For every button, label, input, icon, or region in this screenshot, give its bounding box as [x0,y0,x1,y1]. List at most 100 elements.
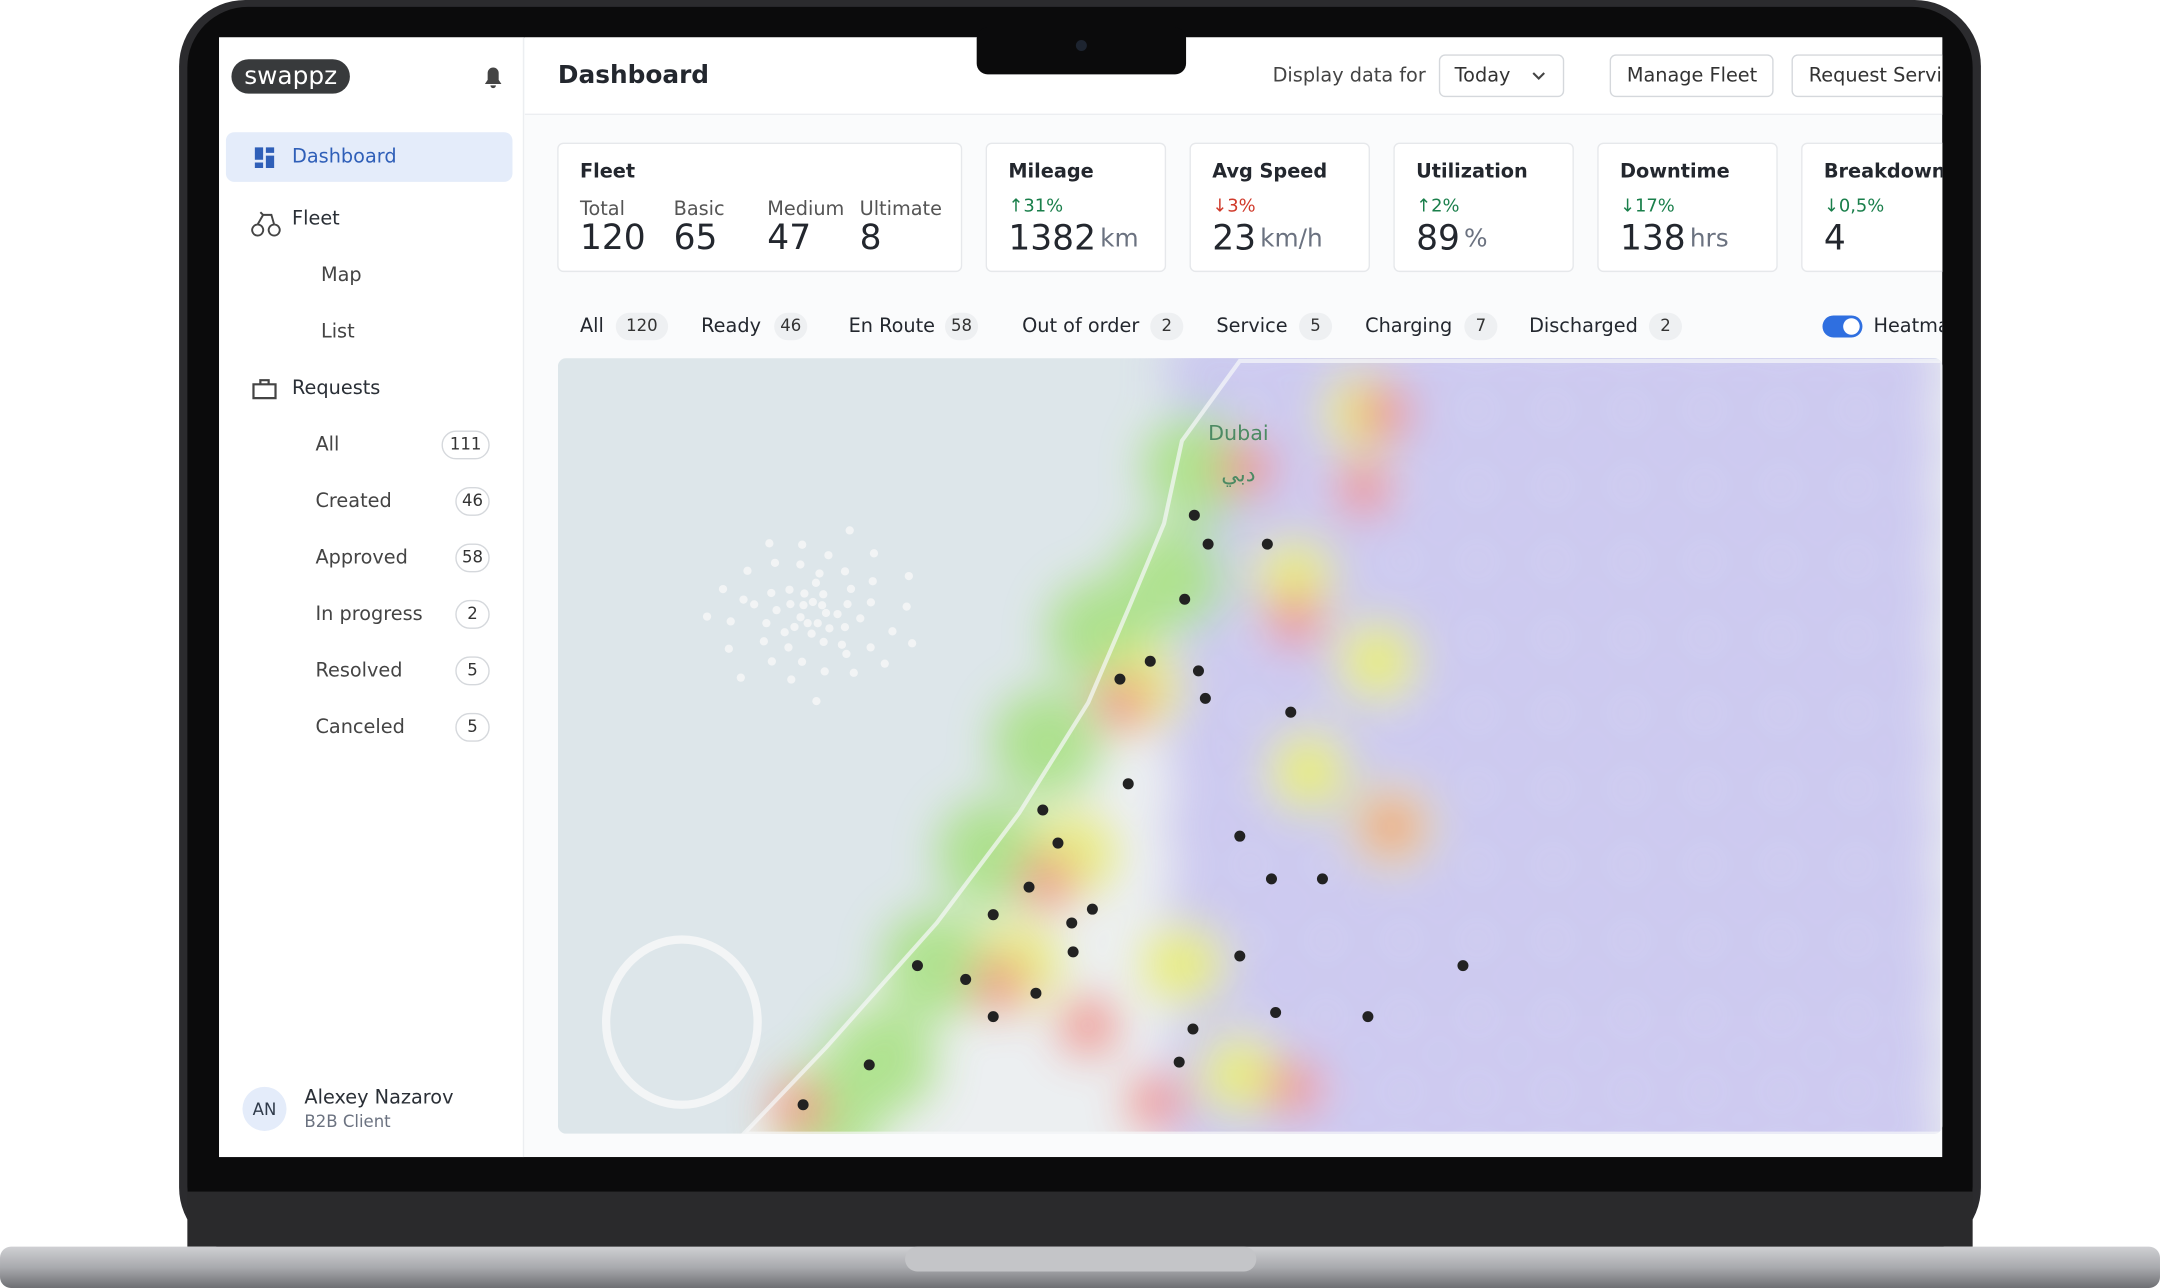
vehicle-marker[interactable] [1234,950,1246,962]
island [780,628,789,637]
nav-item[interactable]: Fleet [292,207,340,230]
filter-tab[interactable]: Out of order [1022,314,1139,337]
heat-blob [1468,628,1563,722]
heat-blob [1544,703,1638,798]
nav-active[interactable] [225,132,513,182]
filter-count: 7 [1476,316,1487,335]
value-unit: km/h [1260,224,1323,253]
period-select[interactable] [1438,54,1565,98]
nav-subitem[interactable]: List [321,319,355,342]
count-badge [455,543,490,573]
heat-blob [1771,931,1866,1025]
vehicle-marker[interactable] [987,909,999,921]
vehicle-marker[interactable] [1265,873,1277,885]
island [840,567,850,576]
value-number: 89 [1416,218,1460,258]
fleet-value: 65 [674,218,718,258]
island [790,622,799,632]
vehicle-marker[interactable] [987,1011,999,1023]
vehicle-marker[interactable] [1030,987,1042,999]
vehicle-marker[interactable] [863,1059,875,1071]
heat-blob [1253,537,1337,620]
fleet-value: 120 [580,218,646,258]
heat-blob [1356,385,1412,441]
header-button[interactable] [1791,54,1985,98]
vehicle-marker[interactable] [1052,837,1064,849]
stat-card [1393,142,1574,273]
nav-subitem[interactable]: Approved [315,545,407,568]
heat-blob [1392,703,1487,798]
vehicle-marker[interactable] [1173,1056,1185,1068]
filter-tab[interactable]: En Route [849,314,935,337]
vehicle-marker[interactable] [1144,655,1156,667]
heat-blob [1363,798,1419,855]
avatar-initials: AN [253,1100,277,1119]
nav-subitem[interactable]: Canceled [315,715,404,738]
island [815,569,824,578]
vehicle-marker[interactable] [797,1099,809,1111]
heat-blob [1847,476,1941,571]
vehicle-marker[interactable] [1179,593,1191,605]
island [759,637,769,646]
heat-blob [1241,855,1335,950]
nav-subitem[interactable]: Map [321,263,362,286]
heat-blob [1695,1082,1790,1134]
count-badge [441,430,490,460]
nav-item[interactable]: Requests [292,376,380,399]
nav-item[interactable]: Dashboard [292,145,397,168]
bell-icon[interactable] [484,67,502,89]
filter-tab[interactable]: Discharged [1529,314,1638,337]
nav-subitem[interactable]: Created [315,489,391,512]
vehicle-marker[interactable] [960,973,972,985]
filter-tab[interactable]: Charging [1365,314,1452,337]
header-button[interactable] [1609,54,1774,98]
vehicle-marker[interactable] [911,960,923,972]
value-unit: km [1100,224,1139,253]
filter-badge [1150,312,1184,341]
heat-blob [1468,1082,1563,1134]
vehicle-marker[interactable] [1037,804,1049,816]
vehicle-marker[interactable] [1285,706,1297,718]
vehicle-marker[interactable] [1086,903,1098,915]
vehicle-marker[interactable] [1114,673,1126,685]
filter-tab[interactable]: Service [1216,314,1287,337]
vehicle-marker[interactable] [1122,778,1134,790]
vehicle-marker[interactable] [1023,881,1035,893]
sidebar [219,37,524,1158]
vehicle-marker[interactable] [1234,830,1246,842]
vehicle-marker[interactable] [1457,960,1469,972]
vehicle-marker[interactable] [1067,946,1079,958]
vehicle-marker[interactable] [1202,538,1214,550]
toggle-label[interactable]: Heatmap [1873,314,1962,337]
nav-subitem[interactable]: Resolved [315,658,402,681]
vehicle-marker[interactable] [1270,1006,1282,1019]
heat-blob [1392,855,1487,950]
island [767,657,776,666]
vehicle-marker[interactable] [1188,509,1200,521]
map-label: Dubai [1208,421,1269,445]
heat-blob [1695,931,1790,1025]
vehicle-marker[interactable] [1199,692,1211,704]
nav-subitem[interactable]: All [315,432,339,455]
button-label[interactable]: Request Service [1809,63,1965,86]
heat-blob [1336,461,1392,517]
heat-blob [1695,358,1790,419]
filter-tab[interactable]: All [580,314,604,337]
vehicle-marker[interactable] [1362,1011,1374,1023]
island [880,659,889,668]
nav-subitem[interactable]: In progress [315,602,422,625]
vehicle-marker[interactable] [1187,1023,1199,1035]
vehicle-marker[interactable] [1261,538,1273,550]
palm-island [601,935,762,1109]
island [821,608,831,618]
filter-badge [945,312,979,341]
vehicle-marker[interactable] [1192,665,1204,677]
filter-tab[interactable]: Ready [701,314,761,337]
vehicle-marker[interactable] [1066,917,1078,929]
vehicle-marker[interactable] [1316,873,1328,885]
toggle-knob [1843,318,1860,335]
button-label[interactable]: Manage Fleet [1627,63,1758,86]
island [845,526,854,535]
logo: swappz [244,61,337,90]
